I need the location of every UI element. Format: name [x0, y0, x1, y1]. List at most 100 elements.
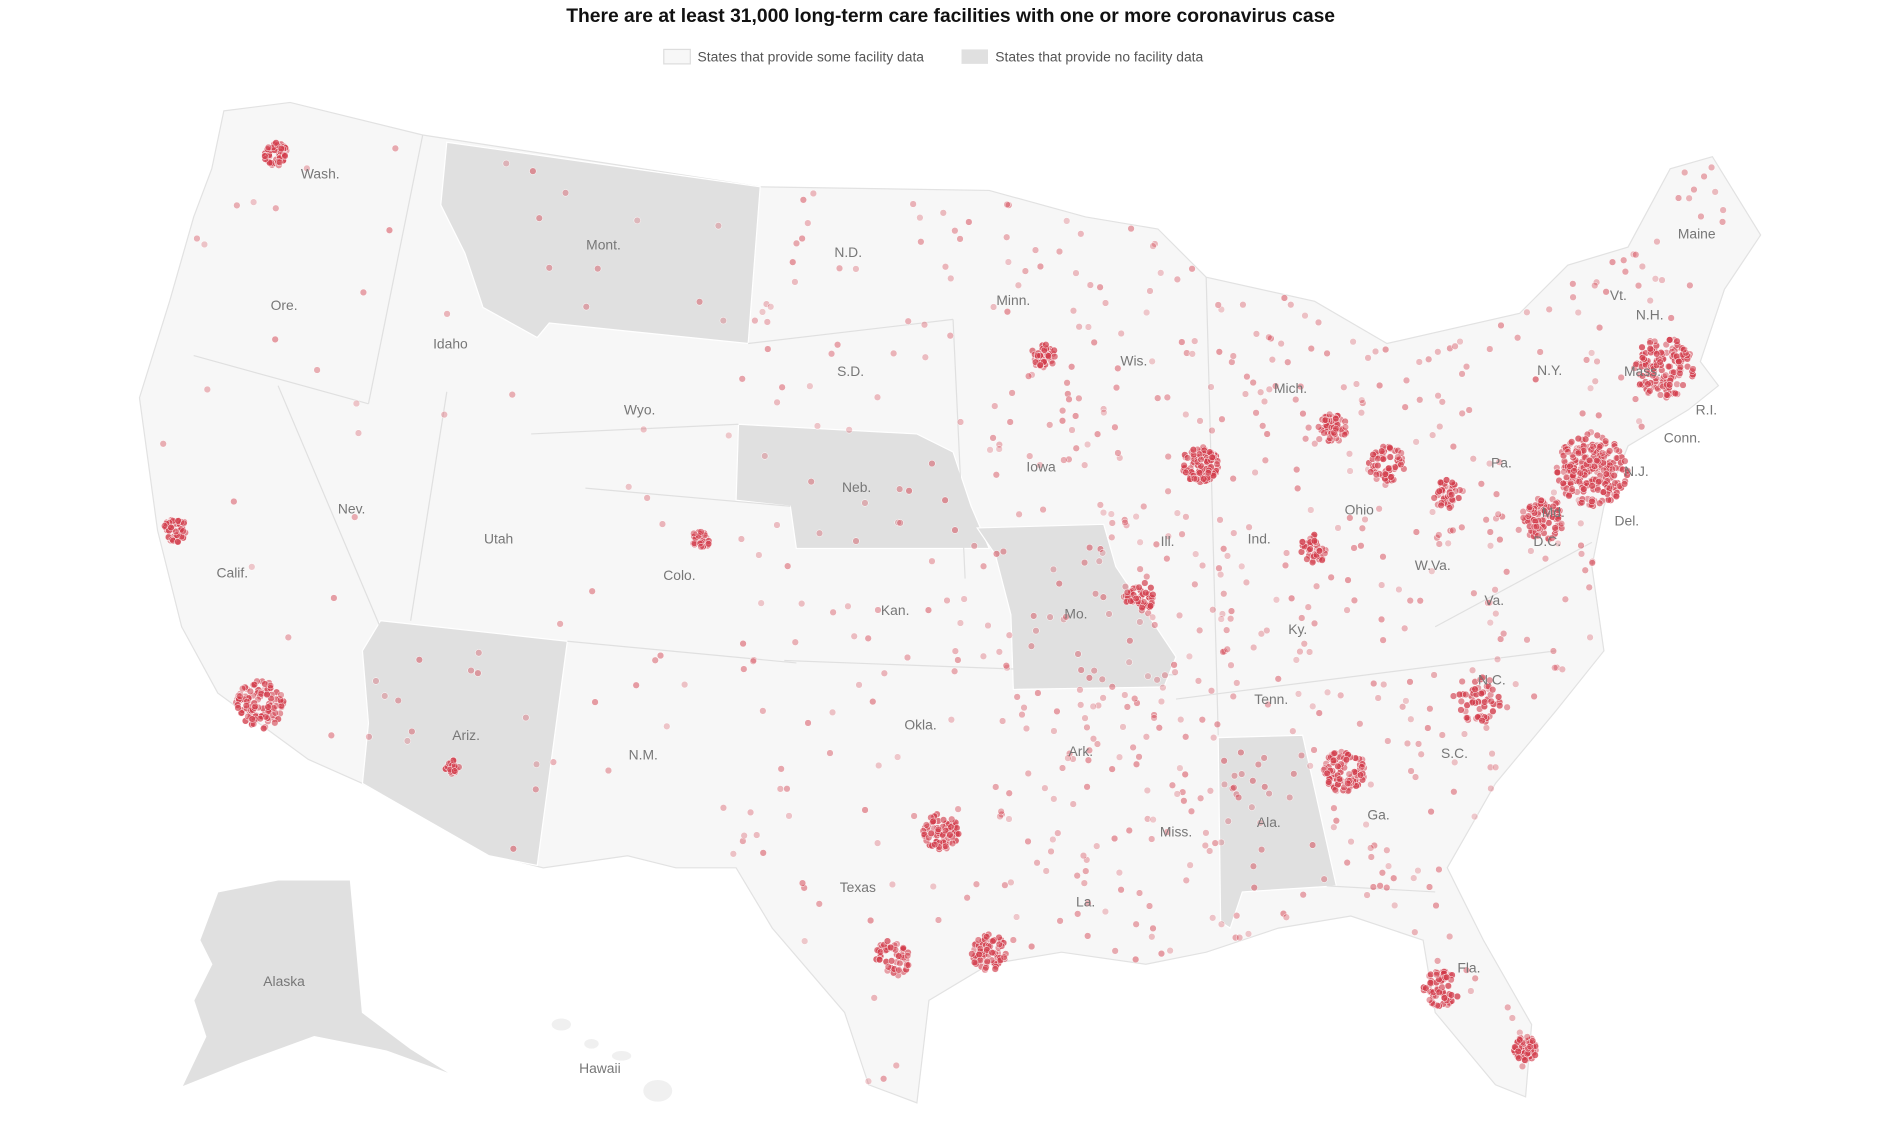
facility-dot: [922, 821, 931, 829]
facility-dot: [1446, 527, 1454, 535]
facility-dot: [1681, 168, 1689, 177]
facility-dot: [1375, 381, 1384, 390]
facility-dot: [1446, 504, 1454, 512]
facility-dot: [1646, 387, 1654, 395]
facility-dot: [1230, 784, 1238, 792]
facility-dot: [1231, 934, 1240, 942]
facility-dot: [1367, 844, 1375, 852]
facility-dot: [1077, 230, 1085, 238]
facility-dot: [1296, 647, 1304, 656]
facility-dot: [1105, 610, 1113, 618]
facility-dot: [929, 817, 937, 825]
facility-dot: [1083, 783, 1091, 791]
facility-dot: [1671, 389, 1680, 398]
facility-dot: [904, 317, 912, 325]
state-label: W.Va.: [1415, 557, 1451, 573]
facility-dot: [1005, 815, 1013, 823]
facility-dot: [1491, 763, 1500, 771]
facility-dot: [1435, 865, 1443, 874]
facility-dot: [1406, 596, 1414, 605]
facility-dot: [1357, 542, 1365, 550]
facility-dot: [1591, 281, 1599, 290]
facility-dot: [1224, 817, 1232, 825]
facility-dot: [1049, 835, 1057, 844]
facility-dot: [1112, 384, 1121, 392]
facility-dot: [1569, 293, 1577, 301]
facility-dot: [1403, 739, 1412, 748]
facility-dot: [1494, 510, 1502, 518]
facility-dot: [451, 767, 459, 775]
facility-dot: [1455, 690, 1464, 699]
facility-dot: [1192, 550, 1200, 558]
facility-dot: [1412, 528, 1420, 536]
facility-dot: [1207, 687, 1216, 695]
facility-dot: [1042, 341, 1050, 349]
facility-dot: [874, 606, 882, 614]
facility-dot: [1610, 440, 1619, 448]
facility-dot: [864, 634, 872, 642]
facility-dot: [1588, 497, 1596, 506]
facility-dot: [1320, 429, 1328, 437]
facility-dot: [1254, 760, 1262, 769]
facility-dot: [1073, 872, 1081, 880]
facility-dot: [1272, 596, 1281, 604]
facility-dot: [1585, 583, 1593, 591]
facility-dot: [251, 702, 259, 711]
facility-dot: [761, 452, 769, 460]
facility-dot: [1602, 470, 1610, 478]
facility-dot: [1386, 444, 1394, 452]
facility-dot: [1435, 988, 1443, 996]
facility-dot: [1580, 485, 1588, 493]
facility-dot: [1063, 217, 1071, 225]
facility-dot: [1279, 910, 1288, 918]
facility-dot: [1417, 750, 1425, 758]
facility-dot: [1033, 351, 1042, 360]
facility-dot: [1376, 882, 1384, 890]
facility-dot: [1299, 410, 1307, 418]
facility-dot: [1084, 899, 1092, 907]
facility-dot: [1150, 711, 1158, 719]
facility-dot: [1482, 724, 1491, 732]
facility-dot: [861, 806, 869, 814]
facility-dot: [266, 681, 275, 690]
state-label: N.J.: [1624, 463, 1649, 479]
facility-dot: [1198, 561, 1207, 570]
facility-dot: [1612, 454, 1621, 462]
facility-dot: [1549, 502, 1557, 511]
facility-dot: [1292, 395, 1300, 404]
facility-dot: [1700, 172, 1708, 181]
facility-dot: [1432, 901, 1440, 910]
facility-dot: [751, 316, 759, 325]
facility-dot: [764, 345, 772, 353]
facility-dot: [1718, 218, 1727, 226]
state-label: Tenn.: [1254, 691, 1288, 707]
facility-dot: [1065, 749, 1074, 758]
facility-dot: [1257, 630, 1265, 638]
facility-dot: [1562, 473, 1571, 481]
facility-dot: [1504, 1003, 1512, 1012]
state-label: Conn.: [1664, 429, 1701, 445]
facility-dot: [508, 391, 516, 399]
facility-dot: [1297, 382, 1305, 391]
facility-dot: [984, 621, 992, 630]
facility-dot: [1529, 1037, 1537, 1045]
facility-dot: [1561, 595, 1569, 603]
facility-dot: [1352, 380, 1361, 388]
facility-dot: [1085, 746, 1093, 754]
facility-dot: [690, 529, 698, 538]
facility-dot: [1310, 619, 1319, 628]
facility-dot: [1218, 415, 1226, 423]
facility-dot: [1132, 920, 1140, 928]
facility-dot: [1142, 733, 1151, 741]
facility-dot: [1394, 453, 1402, 461]
facility-dot: [1180, 797, 1188, 805]
facility-dot: [697, 528, 705, 536]
state-label: Del.: [1614, 513, 1639, 529]
facility-dot: [502, 159, 510, 168]
facility-dot: [1075, 394, 1083, 402]
facility-dot: [237, 709, 245, 717]
facility-dot: [200, 240, 209, 249]
facility-dot: [230, 497, 238, 506]
facility-dot: [1197, 794, 1205, 802]
facility-dot: [1217, 838, 1225, 847]
